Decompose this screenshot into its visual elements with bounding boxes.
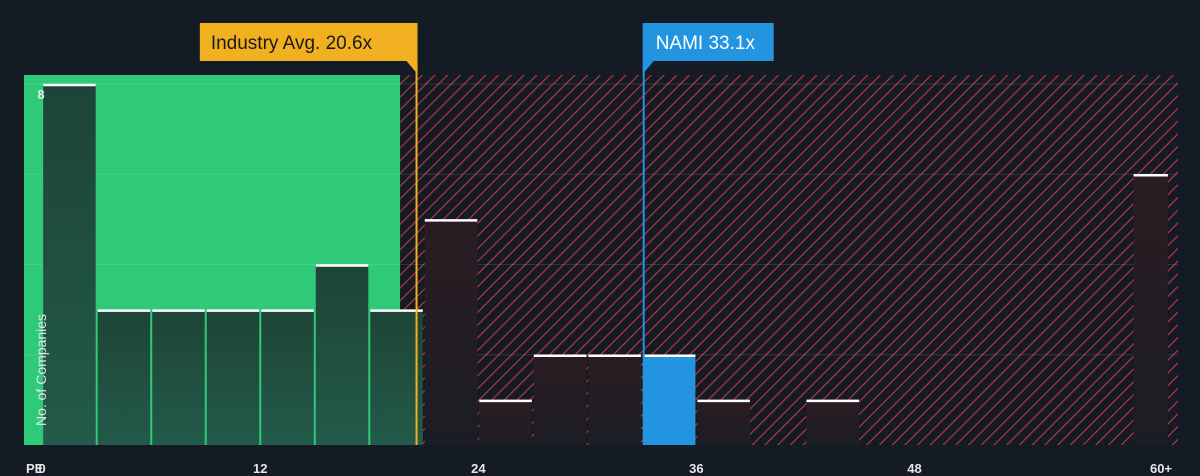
- bar-bin-3: [97, 309, 151, 445]
- bar-bin-15: [315, 264, 369, 445]
- company-callout-label: NAMI 33.1x: [656, 33, 756, 54]
- bar-bin-30: [588, 354, 641, 445]
- bar-company-bin: [642, 354, 696, 445]
- bar-bin-60: [1133, 174, 1168, 445]
- x-tick-label-overflow: 60+: [1150, 461, 1172, 476]
- bar-bin-18: [370, 309, 423, 445]
- bar-bin-6: [152, 309, 205, 445]
- bar-bin-12: [261, 309, 314, 445]
- industry-avg-callout-label: Industry Avg. 20.6x: [211, 33, 373, 54]
- bar-bin-0: [43, 84, 96, 446]
- industry-avg-callout-pointer: [406, 61, 418, 74]
- company-callout-pointer: [642, 61, 654, 74]
- x-tick-label: 24: [471, 461, 486, 476]
- x-tick-label: 36: [689, 461, 703, 476]
- bar-bin-36: [697, 399, 750, 445]
- bar-bin-21: [424, 219, 478, 445]
- x-tick-label: 12: [253, 461, 267, 476]
- bar-bin-24: [479, 399, 532, 445]
- company-callout-box: [642, 23, 774, 61]
- y-tick-label: 8: [37, 87, 44, 102]
- x-tick-label: 48: [907, 461, 921, 476]
- bar-bin-42: [806, 399, 859, 445]
- x-axis-label: PE: [26, 461, 44, 476]
- overvalued-region: [400, 75, 1179, 445]
- x-tick-label: 0: [39, 461, 46, 476]
- industry-avg-callout-box: [199, 23, 418, 61]
- bar-bin-9: [206, 309, 260, 445]
- y-axis-label: No. of Companies: [33, 314, 49, 426]
- bar-bin-27: [533, 354, 587, 445]
